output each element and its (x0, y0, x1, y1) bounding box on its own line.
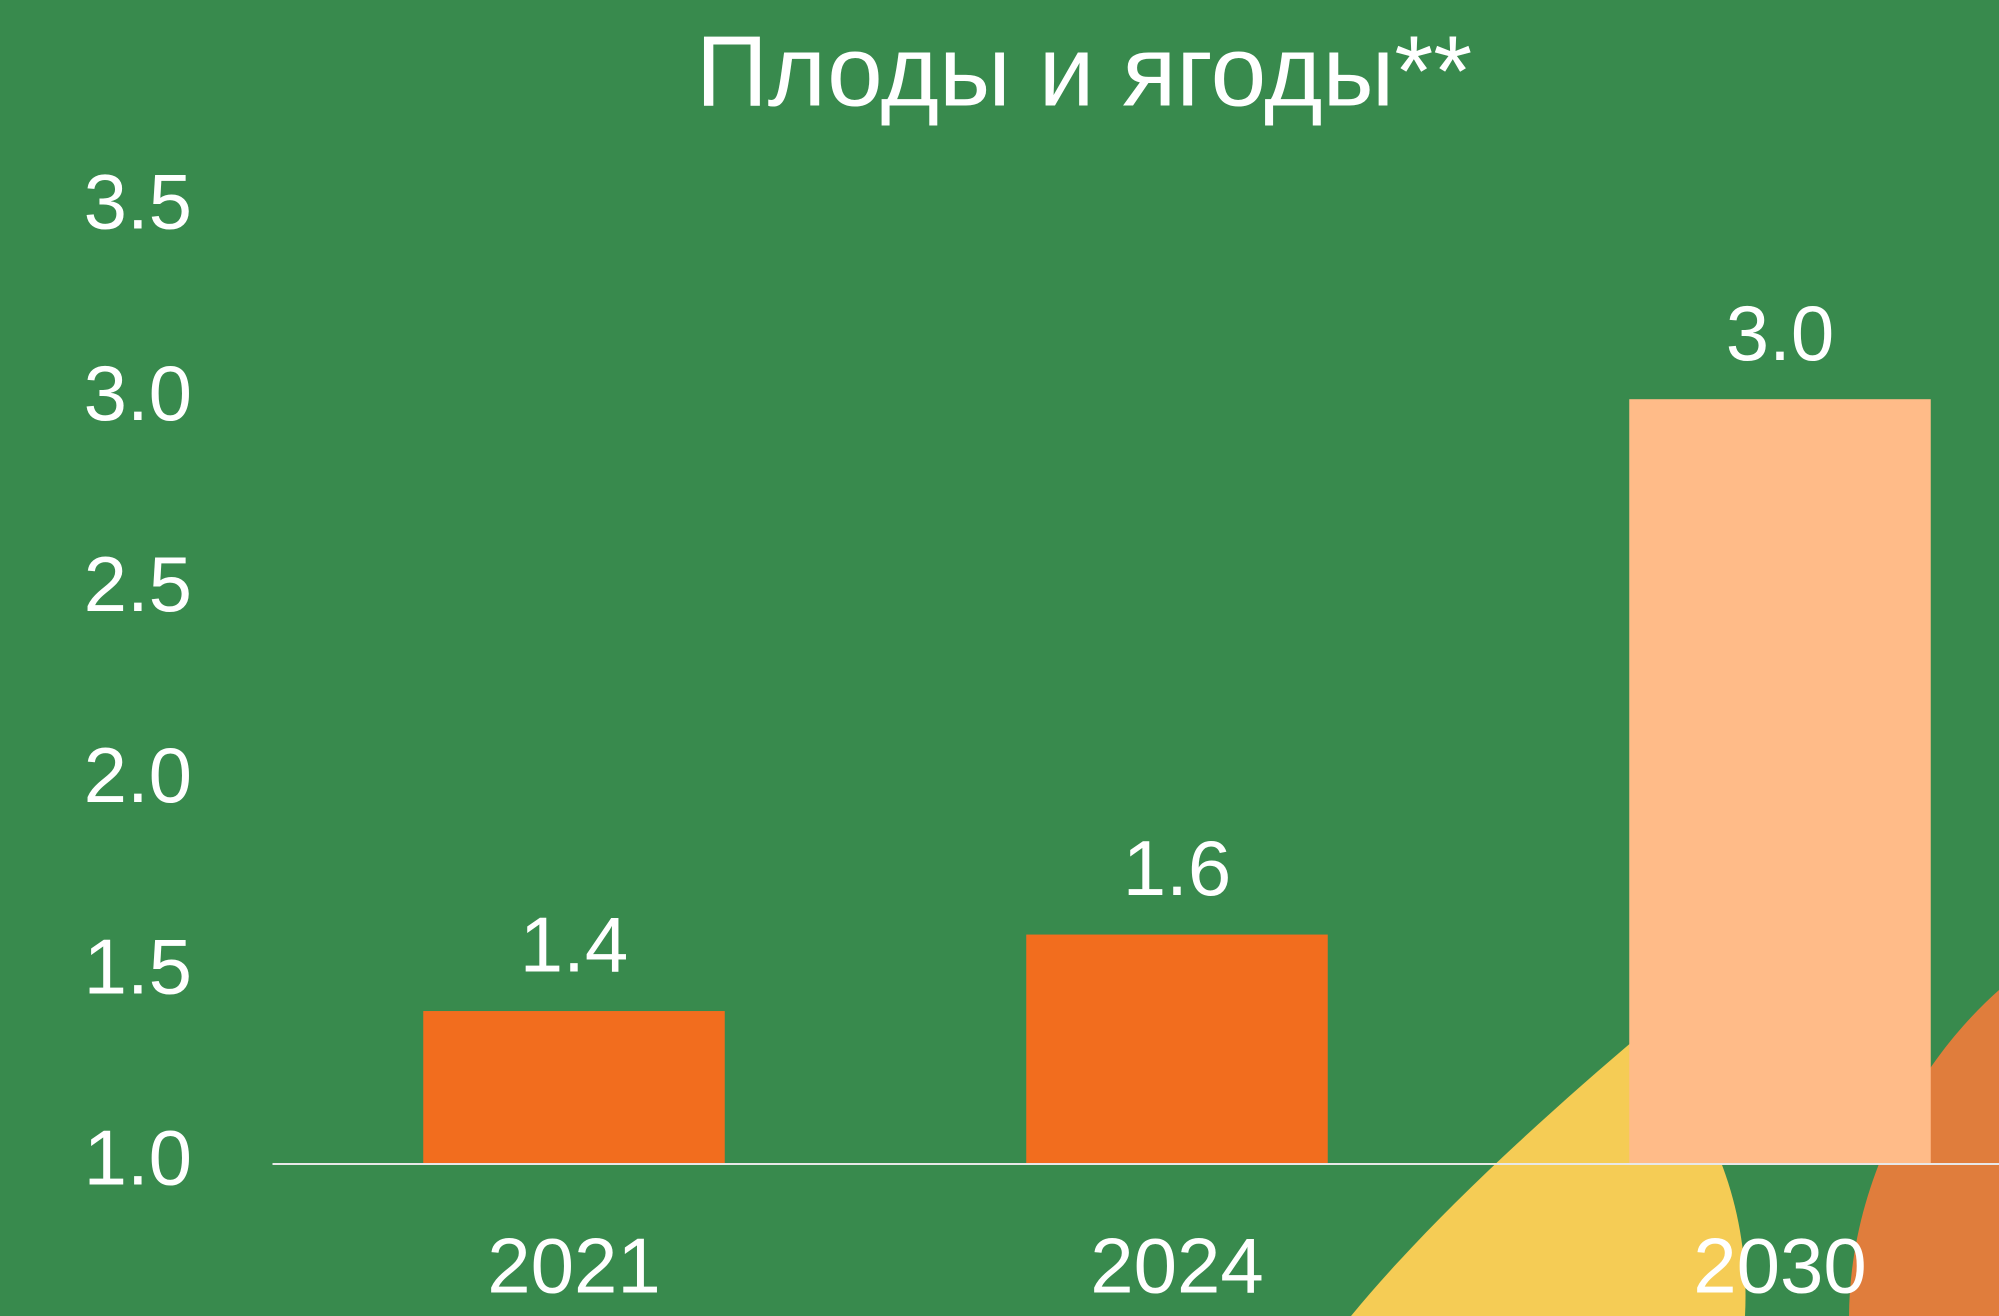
bar (1629, 399, 1931, 1164)
y-tick-label: 1.5 (84, 922, 192, 1010)
y-tick-label: 1.0 (84, 1114, 192, 1202)
data-label: 1.6 (1123, 824, 1231, 912)
y-tick-label: 3.5 (84, 158, 192, 246)
bar (423, 1011, 725, 1164)
y-tick-label: 3.0 (84, 349, 192, 437)
y-tick-label: 2.0 (84, 731, 192, 819)
chart-title: Плоды и ягоды** (696, 15, 1472, 127)
x-tick-label: 2021 (487, 1222, 661, 1310)
data-label: 1.4 (520, 901, 628, 989)
bar (1026, 934, 1328, 1164)
data-label: 3.0 (1726, 289, 1834, 377)
x-tick-label: 2030 (1693, 1222, 1867, 1310)
x-tick-label: 2024 (1090, 1222, 1264, 1310)
y-tick-label: 2.5 (84, 540, 192, 628)
